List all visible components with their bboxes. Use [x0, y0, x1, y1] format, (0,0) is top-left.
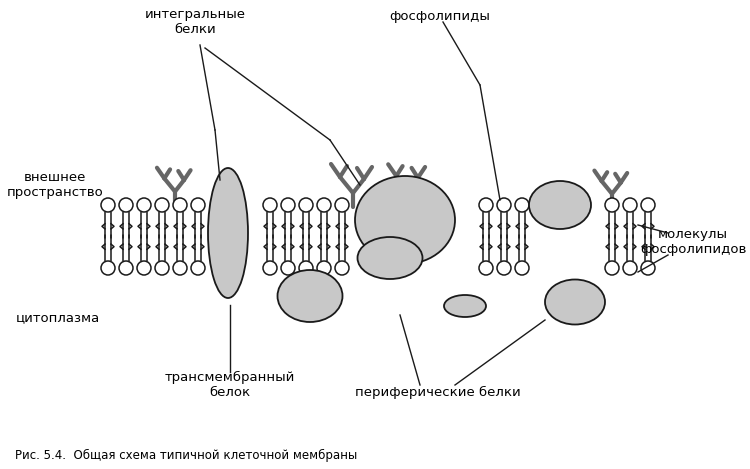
Text: Рис. 5.4.  Общая схема типичной клеточной мембраны: Рис. 5.4. Общая схема типичной клеточной… [15, 448, 357, 461]
Circle shape [641, 261, 655, 275]
Circle shape [191, 261, 205, 275]
Ellipse shape [278, 270, 343, 322]
Circle shape [173, 198, 187, 212]
Circle shape [479, 261, 493, 275]
Ellipse shape [529, 181, 591, 229]
Text: фосфолипиды: фосфолипиды [389, 10, 490, 23]
Circle shape [605, 198, 619, 212]
Text: внешнее
пространство: внешнее пространство [7, 171, 104, 199]
Circle shape [479, 198, 493, 212]
Circle shape [263, 198, 277, 212]
Circle shape [119, 198, 133, 212]
Circle shape [335, 198, 349, 212]
Ellipse shape [545, 280, 605, 325]
Circle shape [335, 261, 349, 275]
Circle shape [497, 261, 511, 275]
Text: молекулы
фосфолипидов: молекулы фосфолипидов [640, 228, 746, 256]
Circle shape [173, 261, 187, 275]
Text: периферические белки: периферические белки [356, 386, 520, 399]
Ellipse shape [444, 295, 486, 317]
Circle shape [263, 261, 277, 275]
Circle shape [155, 198, 169, 212]
Text: интегральные
белки: интегральные белки [145, 8, 245, 36]
Ellipse shape [208, 168, 248, 298]
Ellipse shape [358, 237, 422, 279]
Circle shape [623, 198, 637, 212]
Circle shape [497, 198, 511, 212]
Circle shape [119, 261, 133, 275]
Circle shape [641, 198, 655, 212]
Circle shape [317, 261, 331, 275]
Ellipse shape [355, 176, 455, 264]
Circle shape [515, 261, 529, 275]
Circle shape [155, 261, 169, 275]
Circle shape [317, 198, 331, 212]
Circle shape [299, 261, 313, 275]
Circle shape [299, 198, 313, 212]
Circle shape [101, 261, 115, 275]
Circle shape [191, 198, 205, 212]
Circle shape [623, 261, 637, 275]
Circle shape [515, 198, 529, 212]
Circle shape [281, 261, 295, 275]
Text: трансмембранный
белок: трансмембранный белок [165, 371, 296, 399]
Circle shape [137, 261, 151, 275]
Text: цитоплазма: цитоплазма [16, 311, 100, 325]
Circle shape [281, 198, 295, 212]
Circle shape [605, 261, 619, 275]
Circle shape [101, 198, 115, 212]
Circle shape [137, 198, 151, 212]
